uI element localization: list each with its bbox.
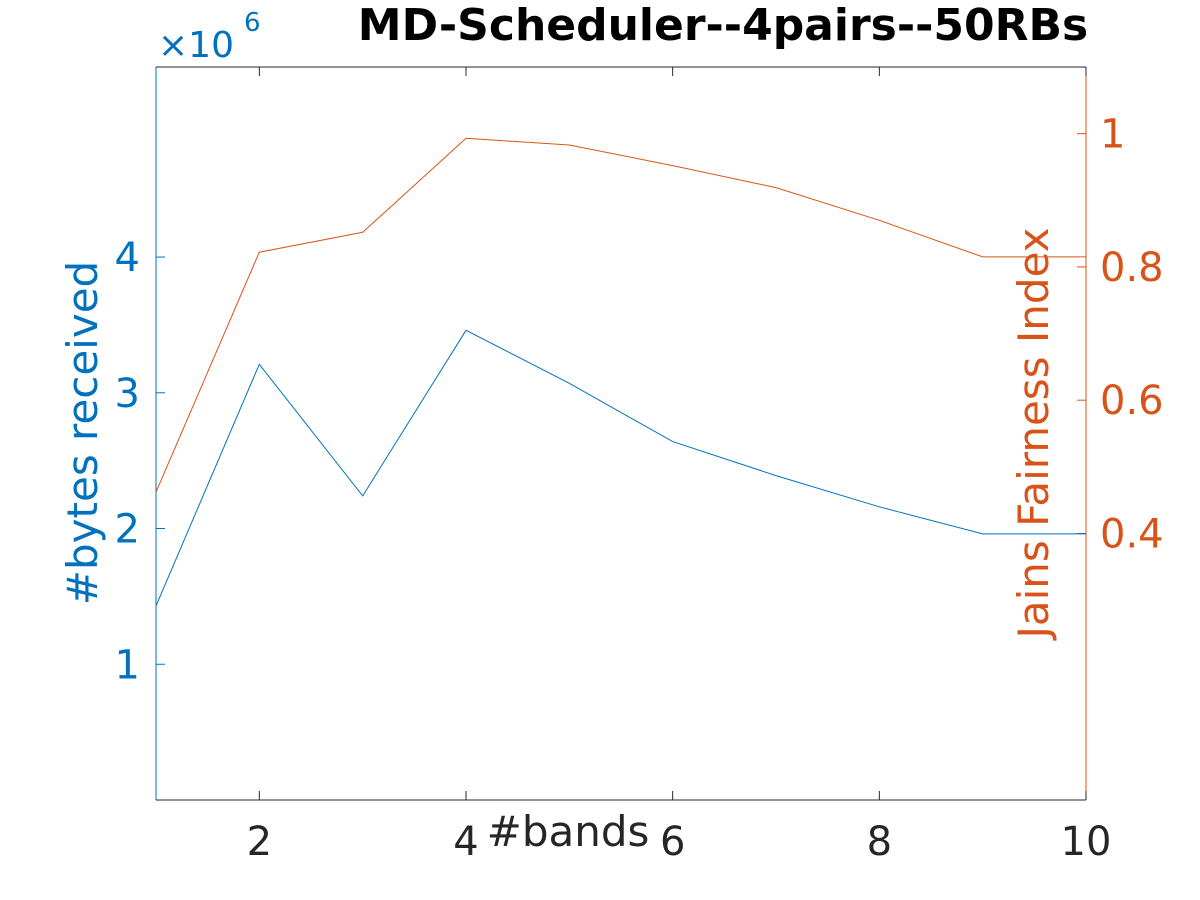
left-exponent-power: 6 (244, 8, 261, 38)
x-tick-label-1: 4 (453, 819, 478, 865)
x-axis-ticks: 2 4 6 8 10 (247, 67, 1112, 865)
series-line-right (155, 137, 1086, 493)
x-axis-label: #bands (487, 807, 650, 856)
chart-title: MD-Scheduler--4pairs--50RBs (358, 0, 1088, 51)
left-tick-label-3: 4 (115, 235, 140, 281)
left-tick-label-2: 3 (115, 371, 140, 417)
right-axis-ticks: 0.4 0.6 0.8 1 (1077, 112, 1164, 557)
left-axis-label: #bytes received (58, 261, 107, 605)
left-axis-ticks: 1 2 3 4 (115, 235, 165, 688)
left-tick-label-0: 1 (115, 642, 140, 688)
left-exponent: ×10 6 (158, 8, 261, 66)
left-exponent-base: ×10 (158, 25, 234, 66)
x-tick-label-2: 6 (660, 819, 685, 865)
right-axis-label: Jains Fairness Index (1009, 227, 1058, 641)
x-tick-label-4: 10 (1061, 819, 1112, 865)
series-layer (155, 137, 1086, 607)
plot-area (155, 66, 1087, 801)
right-tick-label-3: 1 (1100, 112, 1125, 158)
x-tick-label-3: 8 (867, 819, 892, 865)
series-line-left (155, 329, 1086, 607)
right-tick-label-2: 0.8 (1100, 245, 1164, 291)
left-tick-label-1: 2 (115, 507, 140, 553)
right-tick-label-1: 0.6 (1100, 378, 1164, 424)
right-tick-label-0: 0.4 (1100, 511, 1164, 557)
x-tick-label-0: 2 (247, 819, 272, 865)
